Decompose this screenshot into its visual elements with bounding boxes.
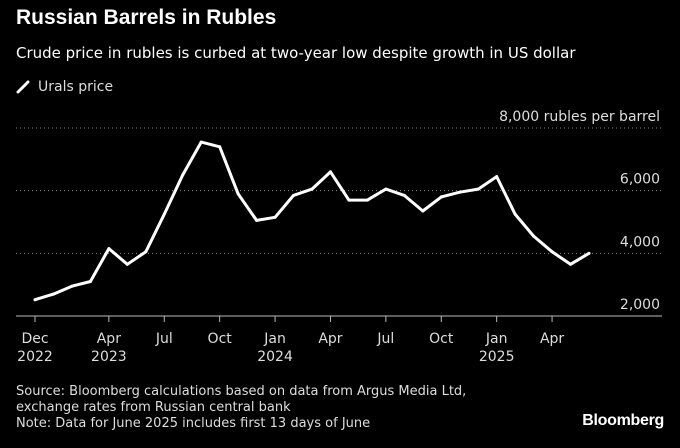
data-point [495,175,499,179]
data-point [162,212,166,216]
series-line-urals-price [33,140,591,302]
source-line-1: Source: Bloomberg calculations based on … [16,384,467,399]
chart-subtitle: Crude price in rubles is curbed at two-y… [16,44,576,62]
chart-legend: Urals price [16,78,113,96]
data-point [181,173,185,177]
data-point [513,212,517,216]
x-axis: Dec 2022 Apr 2023 Jul Oct Jan 2024 Apr Jul Oct Jan 2… [16,315,662,365]
x-tick-label: Apr [318,331,342,347]
chart-title: Russian Barrels in Rubles [16,6,277,29]
x-tick-year-label: 2022 [17,349,53,365]
x-tick-label: Apr [97,331,121,347]
data-point [273,215,277,219]
x-tick-label: Jul [376,331,394,347]
data-point [51,292,55,296]
y-axis-labels: 2,000 4,000 6,000 8,000 rubles per barrel [499,109,660,313]
x-tick-label: Oct [429,331,454,347]
x-tick-label: Oct [208,331,233,347]
x-tick-label: Jul [155,331,173,347]
note-line: Note: Data for June 2025 includes first … [16,416,371,431]
source-line-2: exchange rates from Russian central bank [16,400,291,415]
x-tick-label: Apr [540,331,564,347]
data-point [218,145,222,149]
data-point [33,298,37,302]
data-point [328,170,332,174]
bloomberg-logo: Bloomberg [582,412,664,429]
legend-swatch-icon [16,80,30,94]
y-tick-label-6000: 6,000 [620,172,660,188]
x-tick-year-label: 2024 [257,349,293,365]
data-point [532,234,536,238]
data-point [144,250,148,254]
data-point [439,195,443,199]
x-tick-label: Jan [485,331,508,347]
data-point [310,187,314,191]
y-tick-label-2000: 2,000 [620,297,660,313]
chart-footer: Source: Bloomberg calculations based on … [16,384,466,432]
data-point [292,193,296,197]
data-point [199,140,203,144]
data-point [384,187,388,191]
data-point [255,218,259,222]
y-tick-label-4000: 4,000 [620,234,660,250]
x-tick-year-label: 2025 [479,349,515,365]
x-tick-label: Jan [263,331,286,347]
data-point [587,251,591,255]
data-point [569,262,573,266]
data-point [236,192,240,196]
x-tick-year-label: 2023 [91,349,127,365]
legend-label: Urals price [38,79,114,95]
grid-lines [16,127,662,254]
data-point [402,193,406,197]
data-point [347,198,351,202]
data-point [458,190,462,194]
data-point [125,262,129,266]
data-point [476,187,480,191]
data-point [107,247,111,251]
x-tick-label: Dec [21,331,48,347]
data-point [70,284,74,288]
series-group [33,140,591,302]
y-tick-label-8000: 8,000 rubles per barrel [499,109,660,125]
data-point [550,250,554,254]
data-point [421,209,425,213]
data-point [365,198,369,202]
data-point [88,280,92,284]
